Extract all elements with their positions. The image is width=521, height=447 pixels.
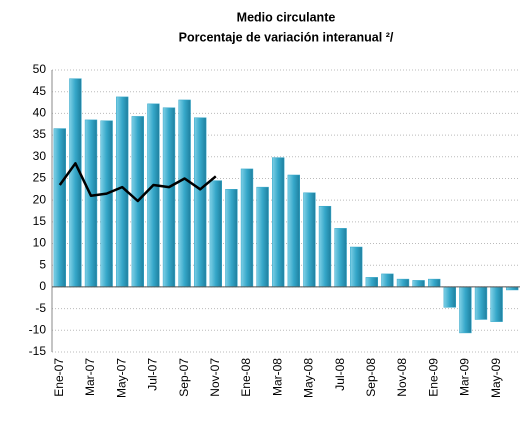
y-tick-label: 45 (33, 84, 47, 98)
bar (147, 103, 160, 288)
y-tick-label: 15 (33, 214, 47, 228)
bar (334, 228, 347, 288)
y-tick-label: 35 (33, 127, 47, 141)
y-tick-label: 5 (39, 257, 46, 271)
bar (443, 286, 456, 308)
x-tick-label: Mar-09 (458, 358, 472, 396)
bar (162, 107, 176, 288)
bar (381, 273, 394, 288)
bar (240, 168, 254, 288)
bar (272, 157, 285, 288)
bar (365, 277, 378, 288)
line (58, 162, 217, 203)
y-tick-label: 10 (33, 236, 47, 250)
x-tick-label: Ene-09 (426, 358, 440, 397)
x-tick-label: Ene-07 (52, 358, 66, 397)
y-tick-label: 20 (33, 192, 47, 206)
x-tick-label: Sep-07 (177, 358, 191, 397)
bar (428, 278, 441, 288)
chart-subtitle: Porcentaje de variación interanual ²/ (179, 30, 394, 44)
y-tick-label: 50 (33, 62, 47, 76)
bar (194, 117, 207, 288)
bar (209, 180, 222, 288)
y-tick-label: -10 (29, 322, 47, 336)
y-tick-label: 30 (33, 149, 47, 163)
bar (412, 280, 425, 288)
bar (100, 120, 113, 288)
x-tick-label: Ene-08 (239, 358, 253, 397)
x-tick-label: Nov-08 (395, 358, 409, 397)
bar (396, 278, 410, 288)
x-tick-label: May-09 (489, 358, 503, 398)
x-tick-label: May-07 (114, 358, 128, 398)
x-tick-label: Mar-07 (83, 358, 97, 396)
bar (84, 119, 98, 288)
bar (69, 78, 82, 288)
chart-title: Medio circulante (237, 10, 336, 24)
x-tick-label: Jul-08 (333, 358, 347, 391)
bar (225, 189, 238, 288)
bar (53, 128, 66, 288)
y-tick-label: 0 (39, 279, 46, 293)
y-tick-label: -5 (35, 301, 46, 315)
y-tick-label: 25 (33, 171, 47, 185)
bar (459, 286, 472, 334)
bar (490, 286, 503, 322)
bar (303, 192, 316, 288)
bar (256, 186, 269, 288)
x-tick-label: May-08 (302, 358, 316, 398)
bar (287, 174, 300, 288)
bar (350, 246, 363, 288)
bar (474, 286, 488, 320)
y-tick-label: -15 (29, 344, 47, 358)
x-tick-label: Jul-07 (146, 358, 160, 391)
y-tick-label: 40 (33, 106, 47, 120)
x-tick-label: Nov-07 (208, 358, 222, 397)
bar (318, 205, 332, 288)
x-tick-label: Mar-08 (270, 358, 284, 396)
x-tick-label: Sep-08 (364, 358, 378, 397)
bar (178, 99, 191, 288)
